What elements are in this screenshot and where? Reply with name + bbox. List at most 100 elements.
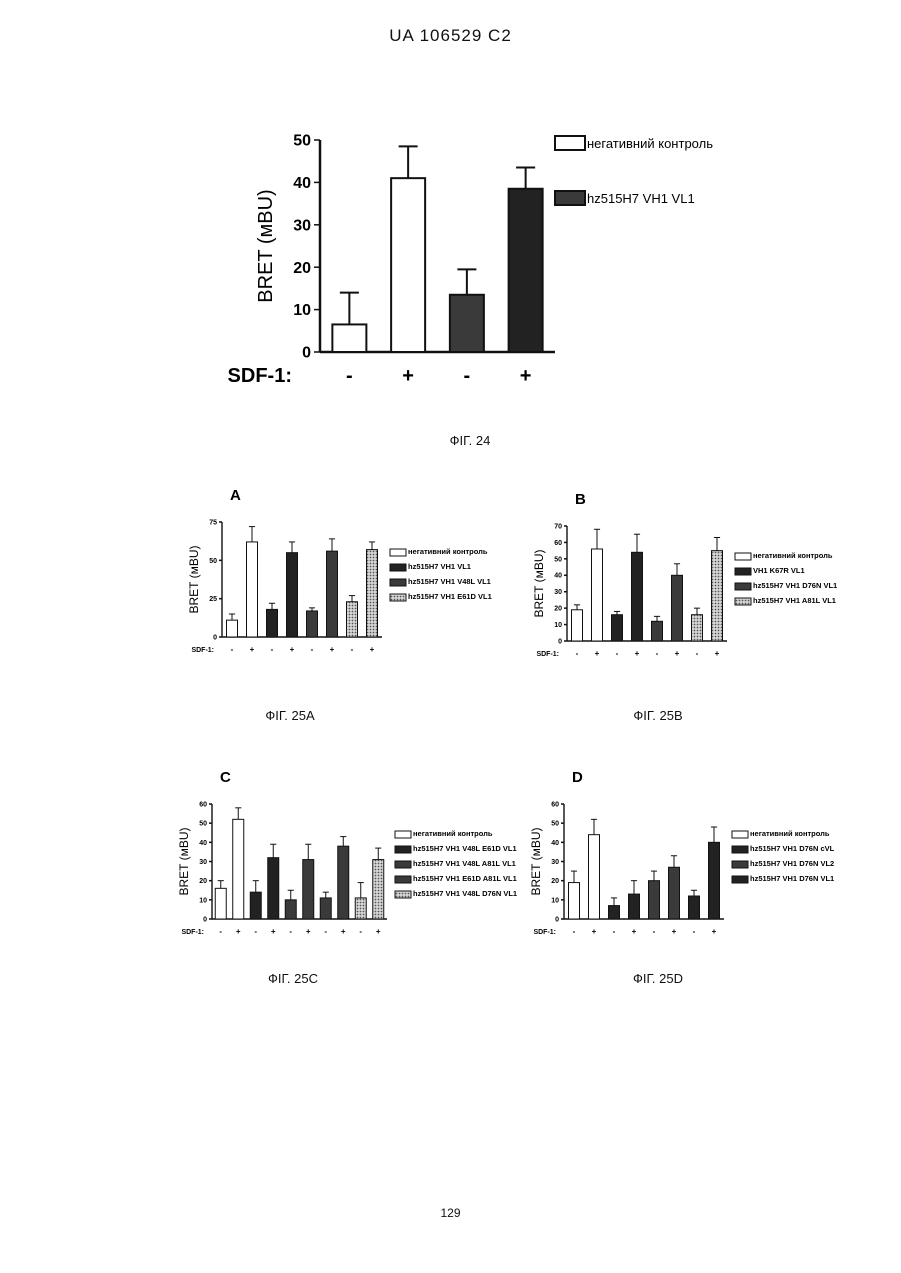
x-tick-label: - bbox=[346, 365, 353, 387]
y-tick-label: 50 bbox=[293, 133, 311, 150]
legend-label: негативний контроль bbox=[753, 551, 833, 560]
y-tick-label: 30 bbox=[199, 859, 207, 866]
y-tick-label: 60 bbox=[554, 540, 562, 547]
bar bbox=[320, 898, 331, 919]
bar bbox=[669, 867, 680, 919]
x-tick-label: + bbox=[402, 365, 414, 387]
bar bbox=[285, 900, 296, 919]
x-tick-label: - bbox=[324, 927, 327, 936]
bar bbox=[215, 888, 226, 919]
y-tick-label: 40 bbox=[554, 573, 562, 580]
figure-25a-chart: A0255075BRET (мBU)-+-+-+-+SDF-1:негативн… bbox=[150, 478, 470, 658]
figure-24-caption: ФІГ. 24 bbox=[400, 433, 540, 448]
legend-swatch bbox=[390, 594, 406, 601]
x-tick-label: + bbox=[341, 927, 346, 936]
y-tick-label: 25 bbox=[209, 596, 217, 603]
panel-letter: D bbox=[572, 769, 583, 786]
y-tick-label: 20 bbox=[199, 878, 207, 885]
legend-label: hz515H7 VH1 V48L VL1 bbox=[408, 577, 491, 586]
legend-swatch bbox=[555, 191, 585, 205]
y-axis-label: BRET (мBU) bbox=[177, 827, 191, 895]
bar bbox=[227, 620, 238, 637]
legend-swatch bbox=[732, 876, 748, 883]
bar bbox=[689, 896, 700, 919]
figure-24-chart: 01020304050BRET (мBU)-+-+SDF-1:негативни… bbox=[190, 120, 750, 400]
bar bbox=[303, 860, 314, 919]
legend-label: hz515H7 VH1 A81L VL1 bbox=[753, 596, 836, 605]
y-tick-label: 30 bbox=[293, 217, 311, 234]
x-prefix-label: SDF-1: bbox=[533, 929, 556, 936]
y-tick-label: 0 bbox=[213, 634, 217, 641]
legend-swatch bbox=[735, 553, 751, 560]
bar bbox=[632, 552, 643, 641]
x-tick-label: - bbox=[573, 927, 576, 936]
x-tick-label: + bbox=[712, 927, 717, 936]
bar bbox=[332, 324, 366, 352]
y-axis-label: BRET (мBU) bbox=[532, 549, 546, 617]
y-tick-label: 70 bbox=[554, 523, 562, 530]
legend-label: hz515H7 VH1 E61D VL1 bbox=[408, 592, 492, 601]
bar bbox=[709, 842, 720, 919]
x-tick-label: + bbox=[306, 927, 311, 936]
x-tick-label: + bbox=[250, 645, 255, 654]
bar bbox=[652, 621, 663, 641]
x-tick-label: - bbox=[359, 927, 362, 936]
y-tick-label: 30 bbox=[551, 859, 559, 866]
legend-swatch bbox=[395, 831, 411, 838]
x-tick-label: + bbox=[290, 645, 295, 654]
panel-letter: B bbox=[575, 491, 586, 508]
y-tick-label: 50 bbox=[554, 556, 562, 563]
legend-swatch bbox=[735, 568, 751, 575]
x-tick-label: + bbox=[376, 927, 381, 936]
bar bbox=[450, 295, 484, 352]
y-tick-label: 40 bbox=[293, 175, 311, 192]
x-tick-label: - bbox=[231, 645, 234, 654]
bar bbox=[267, 609, 278, 637]
bar bbox=[338, 846, 349, 919]
y-tick-label: 40 bbox=[551, 840, 559, 847]
bar bbox=[569, 883, 580, 919]
y-tick-label: 40 bbox=[199, 840, 207, 847]
y-tick-label: 0 bbox=[302, 345, 311, 362]
bar bbox=[250, 892, 261, 919]
bar bbox=[509, 189, 543, 352]
bar bbox=[268, 858, 279, 919]
legend-swatch bbox=[555, 136, 585, 150]
y-tick-label: 60 bbox=[199, 801, 207, 808]
y-tick-label: 10 bbox=[199, 897, 207, 904]
x-tick-label: + bbox=[520, 365, 532, 387]
legend-label: hz515H7 VH1 VL1 bbox=[408, 562, 471, 571]
y-tick-label: 50 bbox=[199, 821, 207, 828]
bar bbox=[692, 615, 703, 641]
bar bbox=[287, 553, 298, 637]
y-axis-label: BRET (мBU) bbox=[529, 827, 543, 895]
legend-label: негативний контроль bbox=[587, 136, 713, 151]
page-number: 129 bbox=[0, 1206, 901, 1220]
figure-25a-caption: ФІГ. 25А bbox=[230, 708, 350, 723]
legend-swatch bbox=[735, 598, 751, 605]
legend-swatch bbox=[390, 579, 406, 586]
legend-swatch bbox=[390, 549, 406, 556]
panel-letter: A bbox=[230, 487, 241, 504]
bar bbox=[391, 178, 425, 352]
y-tick-label: 10 bbox=[293, 302, 311, 319]
bar bbox=[233, 819, 244, 919]
bar bbox=[609, 906, 620, 919]
bar bbox=[367, 550, 378, 637]
bar bbox=[355, 898, 366, 919]
bar bbox=[247, 542, 258, 637]
x-tick-label: + bbox=[330, 645, 335, 654]
bar bbox=[712, 551, 723, 641]
bar bbox=[592, 549, 603, 641]
y-tick-label: 20 bbox=[293, 260, 311, 277]
legend-label: hz515H7 VH1 D76N VL1 bbox=[750, 874, 834, 883]
x-tick-label: - bbox=[656, 649, 659, 658]
bar bbox=[347, 602, 358, 637]
x-prefix-label: SDF-1: bbox=[228, 365, 292, 387]
x-tick-label: + bbox=[635, 649, 640, 658]
legend-swatch bbox=[390, 564, 406, 571]
x-tick-label: - bbox=[696, 649, 699, 658]
x-prefix-label: SDF-1: bbox=[536, 651, 559, 658]
bar bbox=[327, 551, 338, 637]
x-tick-label: + bbox=[675, 649, 680, 658]
